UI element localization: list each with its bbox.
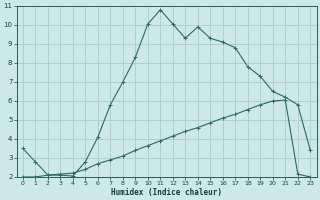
X-axis label: Humidex (Indice chaleur): Humidex (Indice chaleur) [111, 188, 222, 197]
